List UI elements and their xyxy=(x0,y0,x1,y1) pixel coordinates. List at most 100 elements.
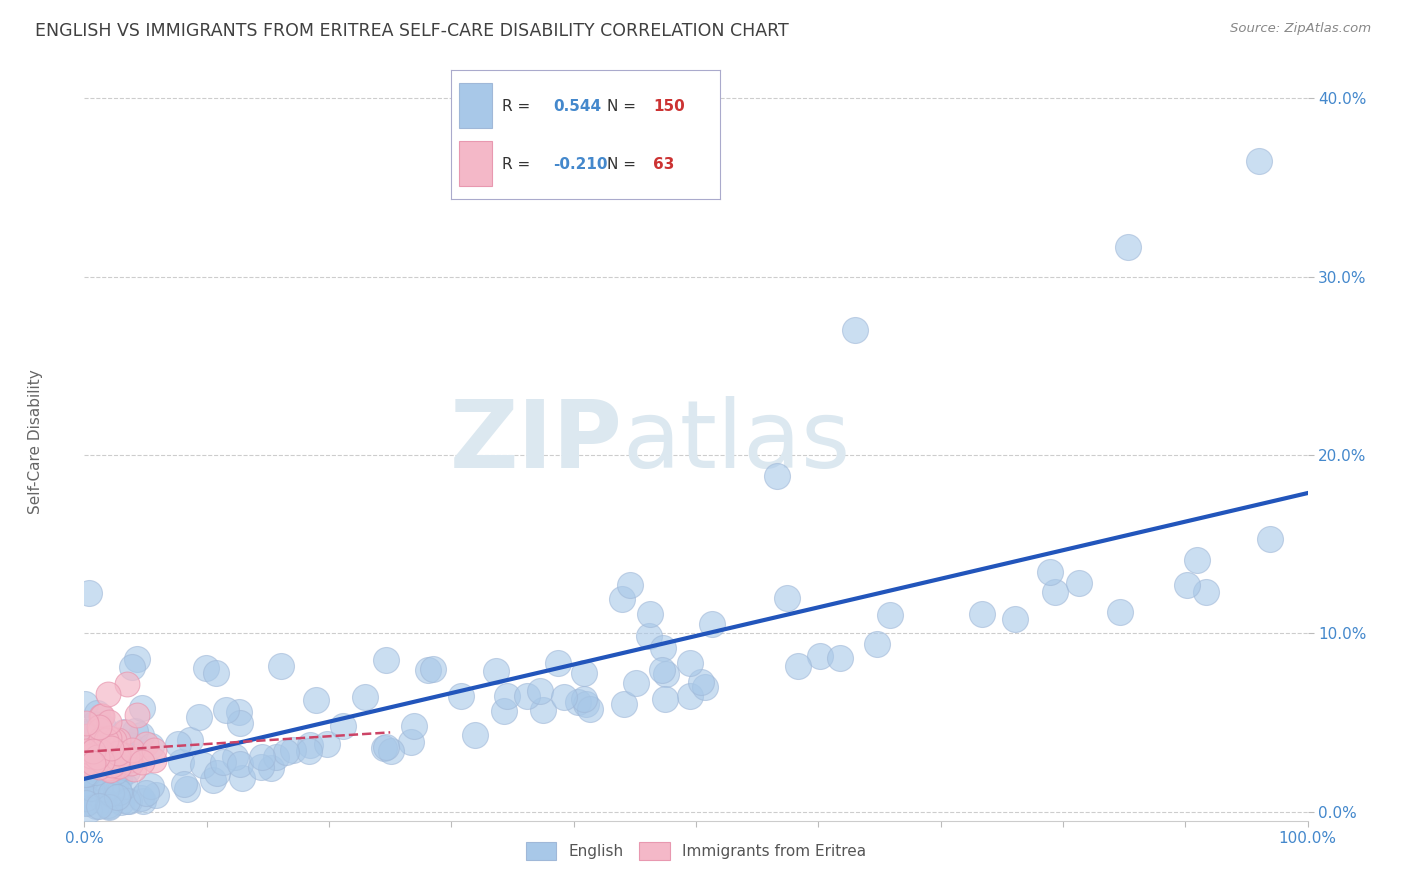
Point xyxy=(75,744,97,758)
Point xyxy=(332,719,354,733)
Point xyxy=(112,753,135,767)
Point xyxy=(115,754,138,768)
Point xyxy=(700,617,723,632)
Point xyxy=(75,725,97,739)
Point xyxy=(75,791,97,805)
Point xyxy=(90,731,112,746)
Point xyxy=(654,692,676,706)
Point xyxy=(121,742,143,756)
Point xyxy=(375,739,398,754)
Point xyxy=(107,785,129,799)
Point xyxy=(298,738,321,752)
Point xyxy=(1116,240,1139,254)
Point xyxy=(690,675,713,690)
Point xyxy=(139,739,162,753)
Point xyxy=(866,637,889,651)
Point xyxy=(610,592,633,607)
Point xyxy=(97,761,120,775)
Point xyxy=(776,591,799,606)
Point xyxy=(270,658,292,673)
Point xyxy=(450,689,472,703)
Point xyxy=(108,772,131,787)
Point xyxy=(250,749,273,764)
Point xyxy=(374,653,396,667)
Point xyxy=(316,737,339,751)
Point xyxy=(695,680,717,694)
Point xyxy=(215,703,238,717)
Point xyxy=(91,794,114,808)
Point xyxy=(75,766,97,780)
Point xyxy=(401,735,423,749)
Point xyxy=(529,684,551,698)
Point xyxy=(75,797,97,811)
Point xyxy=(77,726,100,740)
Point xyxy=(115,750,138,764)
Point xyxy=(91,747,114,762)
Point xyxy=(112,747,135,762)
Point xyxy=(250,759,273,773)
Point xyxy=(179,733,201,747)
Point xyxy=(167,738,190,752)
Legend: English, Immigrants from Eritrea: English, Immigrants from Eritrea xyxy=(520,836,872,866)
Point xyxy=(787,658,810,673)
Point xyxy=(98,800,121,814)
Point xyxy=(224,749,246,764)
Point xyxy=(77,803,100,817)
Point xyxy=(115,677,138,691)
Point xyxy=(91,757,114,772)
Point xyxy=(567,695,589,709)
Point xyxy=(73,776,96,790)
Point xyxy=(120,738,142,752)
Point xyxy=(77,730,100,744)
Point xyxy=(132,794,155,808)
Point xyxy=(103,733,125,747)
Point xyxy=(98,715,121,730)
Point xyxy=(970,607,993,621)
Point xyxy=(205,766,228,780)
Point xyxy=(86,744,108,758)
Point xyxy=(83,729,105,743)
Point xyxy=(170,755,193,769)
Point xyxy=(86,750,108,764)
Point xyxy=(83,754,105,768)
Point xyxy=(83,716,105,731)
Point xyxy=(120,756,142,770)
Point xyxy=(574,665,596,680)
Point xyxy=(105,764,128,778)
Point xyxy=(260,761,283,775)
Point xyxy=(129,790,152,805)
Point xyxy=(124,723,146,738)
Point xyxy=(122,762,145,776)
Point xyxy=(82,756,104,771)
Point xyxy=(637,629,659,643)
Point xyxy=(103,756,125,770)
Text: atlas: atlas xyxy=(623,395,851,488)
Point xyxy=(202,772,225,787)
Point xyxy=(553,690,575,705)
Point xyxy=(1258,532,1281,546)
Point xyxy=(830,651,852,665)
Point xyxy=(80,758,103,772)
Text: ZIP: ZIP xyxy=(450,395,623,488)
Point xyxy=(418,663,440,677)
Point xyxy=(84,764,107,779)
Point xyxy=(765,469,787,483)
Point xyxy=(91,709,114,723)
Point xyxy=(97,731,120,746)
Point xyxy=(75,716,97,731)
Point xyxy=(90,709,112,723)
Point xyxy=(353,690,375,705)
Point xyxy=(94,737,117,751)
Point xyxy=(229,716,252,731)
Point xyxy=(97,747,120,761)
Point xyxy=(87,760,110,774)
Point xyxy=(131,701,153,715)
Point xyxy=(274,745,297,759)
Point xyxy=(89,720,111,734)
Point xyxy=(496,689,519,703)
Point xyxy=(101,758,124,772)
Point xyxy=(281,743,304,757)
Point xyxy=(380,744,402,758)
Point xyxy=(578,702,600,716)
Point xyxy=(640,607,662,622)
